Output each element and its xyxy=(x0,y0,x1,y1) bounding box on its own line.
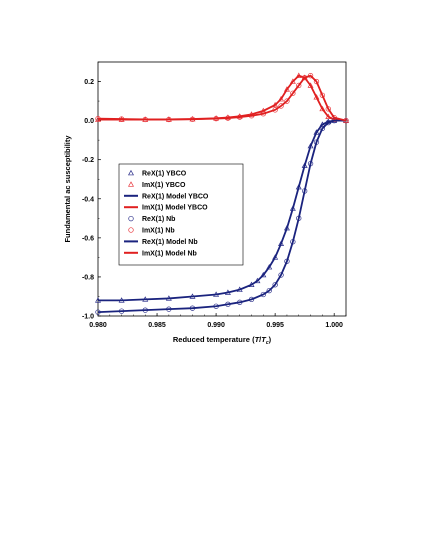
series-rex-1-model-ybco xyxy=(98,119,346,302)
legend-entry: ImX(1) Model YBCO xyxy=(124,205,208,212)
plot-frame xyxy=(97,61,347,317)
legend-label: ReX(1) YBCO xyxy=(142,171,187,178)
y-tick-label: -1.0 xyxy=(82,314,94,321)
legend-swatch xyxy=(128,215,134,222)
data-point xyxy=(325,106,331,112)
x-axis-title-t: T xyxy=(255,335,261,344)
data-point xyxy=(284,98,290,104)
x-axis-title-suffix: ) xyxy=(269,335,272,344)
series-imx-1-ybco xyxy=(95,72,349,123)
legend-label: ReX(1) Model Nb xyxy=(142,239,198,246)
x-axis-title-prefix: Reduced temperature ( xyxy=(173,335,255,344)
data-point xyxy=(278,272,284,278)
x-axis-title-tc: T xyxy=(261,335,267,344)
legend-entry: ImX(1) YBCO xyxy=(128,181,186,189)
legend-swatch xyxy=(128,181,134,187)
y-tick-label: -0.2 xyxy=(82,157,94,164)
legend-entry: ReX(1) Model YBCO xyxy=(124,193,209,200)
data-point xyxy=(272,282,278,288)
data-point xyxy=(319,105,326,112)
series-line xyxy=(97,119,346,313)
series-imx-1-model-ybco xyxy=(98,74,347,122)
legend-swatch xyxy=(128,169,134,176)
data-point xyxy=(266,264,273,270)
data-point xyxy=(278,103,284,109)
data-series xyxy=(95,72,349,315)
legend-label: ReX(1) Model YBCO xyxy=(142,193,209,200)
series-line xyxy=(97,74,347,122)
legend-label: ImX(1) YBCO xyxy=(142,182,186,189)
data-point xyxy=(319,125,326,132)
legend-entry: ReX(1) Model Nb xyxy=(124,239,198,246)
data-point xyxy=(319,92,326,98)
y-tick-label: 0.2 xyxy=(84,79,94,86)
y-tick-label: -0.8 xyxy=(82,274,94,281)
y-tick-label: -0.6 xyxy=(82,235,94,242)
series-rex-1-model-nb xyxy=(97,119,346,313)
x-axis-title: Reduced temperature (T/Tc) xyxy=(173,335,272,346)
legend-swatch xyxy=(128,227,134,233)
data-point xyxy=(266,287,272,294)
legend-entry: ImX(1) Nb xyxy=(128,227,175,235)
data-point xyxy=(272,254,279,260)
y-axis: -1.0 -0.8 -0.6 -0.4 -0.2 0.0 0.2 xyxy=(82,61,101,321)
data-point xyxy=(313,78,320,85)
legend-entry: ReX(1) Nb xyxy=(128,215,175,223)
data-point xyxy=(290,90,296,96)
x-tick-label: 0.985 xyxy=(148,322,166,329)
x-axis-title-sub: c xyxy=(266,340,269,346)
legend: ReX(1) YBCO ImX(1) YBCO ReX(1) Model YBCO I… xyxy=(118,163,244,266)
series-line xyxy=(98,74,347,122)
legend-label: ReX(1) Nb xyxy=(142,216,175,223)
legend-label: ImX(1) Model Nb xyxy=(142,250,197,257)
x-tick-label: 0.995 xyxy=(266,322,284,329)
legend-entry: ReX(1) YBCO xyxy=(128,169,187,178)
x-axis-title-slash: / xyxy=(259,335,262,344)
y-axis-title: Fundamental ac susceptibility xyxy=(63,135,72,243)
y-tick-label: 0.0 xyxy=(84,118,94,125)
x-tick-label: 1.000 xyxy=(325,322,343,329)
x-tick-label: 0.990 xyxy=(207,322,225,329)
series-imx-1-model-nb xyxy=(97,74,347,122)
legend-box xyxy=(118,163,244,266)
legend-label: ImX(1) Model YBCO xyxy=(142,205,208,212)
series-line xyxy=(98,119,346,302)
y-tick-label: -0.4 xyxy=(82,196,94,203)
legend-entry: ImX(1) Model Nb xyxy=(124,250,197,257)
data-point xyxy=(278,96,285,102)
x-axis: 0.980 0.985 0.990 0.995 1.000 xyxy=(89,313,347,329)
series-imx-1-nb xyxy=(95,73,349,124)
data-point xyxy=(296,82,302,89)
x-tick-label: 0.980 xyxy=(89,322,107,329)
legend-label: ImX(1) Nb xyxy=(142,228,175,235)
